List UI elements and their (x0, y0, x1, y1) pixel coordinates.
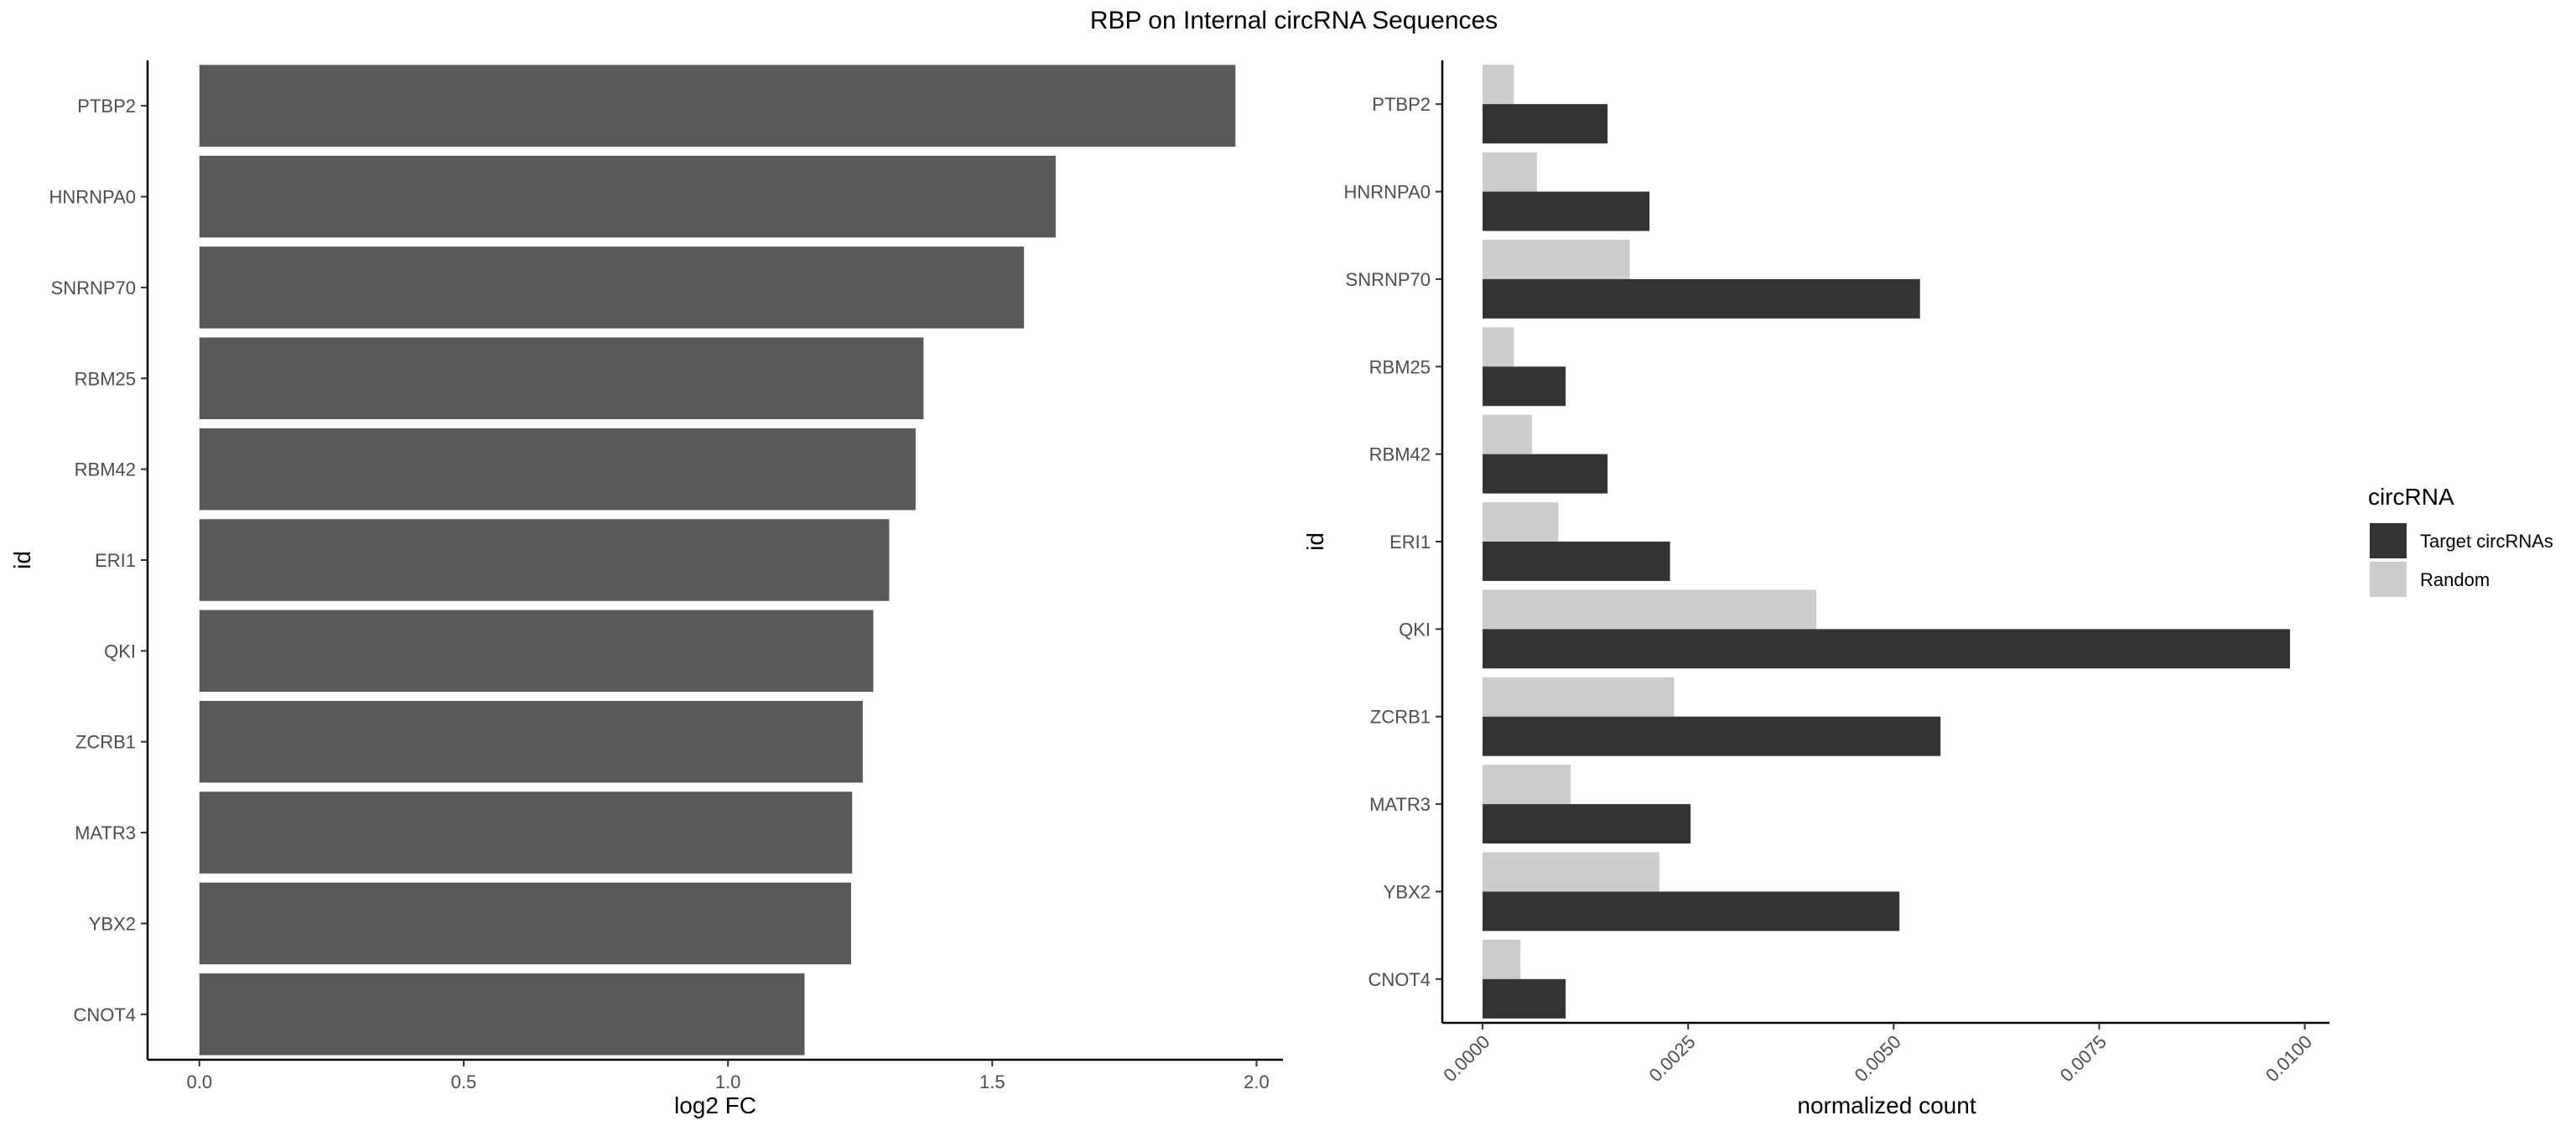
bar-snrnp70 (199, 246, 1025, 329)
bar-rbm42 (199, 428, 916, 511)
y-tick-label-zcrb1: ZCRB1 (1370, 707, 1431, 728)
left-panel-log2fc: PTBP2 HNRNPA0 SNRNP70 RBM25 RBM42 ERI1 QKI ZCRB… (9, 60, 1283, 1118)
right-panel-normalized-count: PTBP2 HNRNPA0 SNRNP70 RBM25 RBM42 ERI1 QKI ZCRB… (1302, 60, 2329, 1118)
bar-target-ptbp2 (1483, 104, 1608, 144)
y-tick-label-ybx2: YBX2 (1384, 881, 1431, 902)
bar-random-cnot4 (1483, 939, 1521, 979)
y-tick-label-ptbp2: PTBP2 (1372, 94, 1431, 115)
bar-target-snrnp70 (1483, 278, 1920, 319)
y-tick-label-zcrb1: ZCRB1 (75, 732, 136, 753)
bar-qki (199, 610, 874, 693)
bar-target-rbm42 (1483, 454, 1608, 494)
bar-random-matr3 (1483, 765, 1571, 805)
bar-target-cnot4 (1483, 978, 1566, 1019)
y-tick-label-snrnp70: SNRNP70 (1346, 269, 1431, 290)
bar-target-zcrb1 (1483, 716, 1941, 756)
bar-ptbp2 (199, 65, 1236, 147)
y-axis-title: id (9, 551, 35, 569)
y-tick-label-ybx2: YBX2 (89, 913, 136, 934)
y-tick-label-matr3: MATR3 (75, 822, 136, 843)
bar-target-qki (1483, 629, 2290, 669)
bar-random-hnrnpa0 (1483, 152, 1537, 192)
y-tick-label-hnrnpa0: HNRNPA0 (49, 187, 136, 208)
bar-zcrb1 (199, 700, 863, 783)
y-tick-label-qki: QKI (104, 641, 136, 661)
bar-hnrnpa0 (199, 155, 1056, 238)
x-tick-label: 1.5 (979, 1071, 1005, 1092)
y-axis-title: id (1302, 532, 1328, 551)
y-tick-label-rbm42: RBM42 (75, 459, 136, 480)
bar-random-ybx2 (1483, 852, 1659, 892)
bar-target-rbm25 (1483, 366, 1566, 407)
legend: circRNA Target circRNAs Random (2368, 484, 2553, 597)
bar-random-rbm42 (1483, 414, 1532, 454)
y-tick-label-qki: QKI (1399, 619, 1431, 640)
bar-cnot4 (199, 973, 805, 1056)
y-tick-label-cnot4: CNOT4 (1368, 969, 1431, 990)
y-tick-label-eri1: ERI1 (95, 550, 136, 571)
x-tick-label: 1.0 (715, 1071, 741, 1092)
bar-random-qki (1483, 589, 1817, 630)
y-tick-label-matr3: MATR3 (1369, 794, 1431, 815)
y-tick-label-rbm25: RBM25 (75, 368, 136, 389)
y-tick-label-ptbp2: PTBP2 (77, 96, 136, 117)
bar-eri1 (199, 519, 890, 601)
bar-target-matr3 (1483, 804, 1691, 844)
bar-target-ybx2 (1483, 891, 1900, 931)
legend-label-random: Random (2420, 569, 2490, 590)
bar-ybx2 (199, 882, 852, 965)
bar-random-ptbp2 (1483, 65, 1514, 105)
y-tick-label-eri1: ERI1 (1389, 532, 1431, 553)
y-tick-label-rbm42: RBM42 (1369, 444, 1431, 465)
y-tick-label-snrnp70: SNRNP70 (51, 278, 136, 298)
legend-label-target-circrnas: Target circRNAs (2420, 531, 2553, 552)
bar-matr3 (199, 791, 853, 874)
legend-swatch-random (2370, 562, 2407, 597)
bar-random-snrnp70 (1483, 239, 1630, 279)
legend-title: circRNA (2368, 484, 2454, 510)
bar-random-zcrb1 (1483, 677, 1675, 717)
y-tick-label-hnrnpa0: HNRNPA0 (1343, 182, 1431, 203)
bar-target-hnrnpa0 (1483, 191, 1650, 231)
x-axis-title: log2 FC (674, 1092, 756, 1118)
bar-rbm25 (199, 337, 924, 420)
y-tick-label-cnot4: CNOT4 (73, 1004, 136, 1025)
x-axis-title: normalized count (1797, 1092, 1976, 1118)
x-tick-label: 0.0 (186, 1071, 212, 1092)
chart-title: RBP on Internal circRNA Sequences (1090, 7, 1498, 34)
x-tick-label: 0.5 (451, 1071, 477, 1092)
legend-swatch-target-circrnas (2370, 523, 2407, 558)
bar-random-eri1 (1483, 502, 1559, 542)
bar-random-rbm25 (1483, 327, 1514, 367)
y-tick-label-rbm25: RBM25 (1369, 356, 1431, 377)
x-tick-label: 2.0 (1244, 1071, 1270, 1092)
bar-target-eri1 (1483, 542, 1670, 581)
